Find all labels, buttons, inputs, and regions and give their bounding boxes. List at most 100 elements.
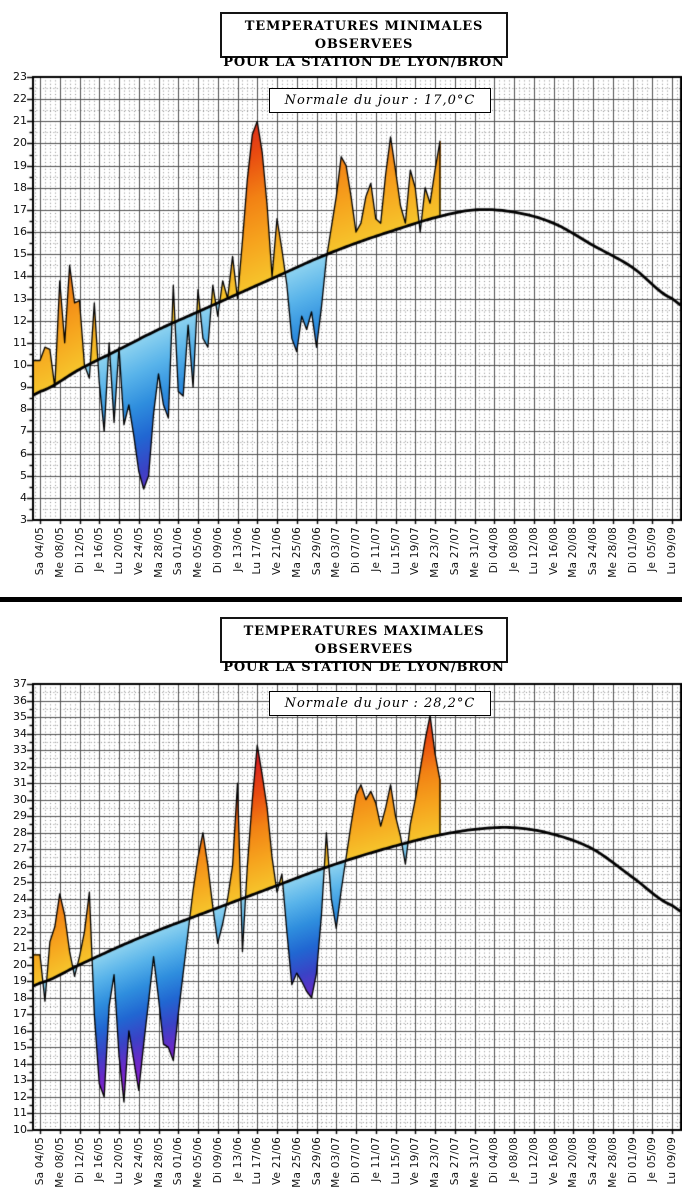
y-axis-tick-label: 20	[13, 136, 27, 150]
y-axis-tick-label: 19	[13, 974, 27, 988]
x-axis-tick-label: Je 16/05	[93, 1137, 106, 1182]
max-chart-subtitle: POUR LA STATION DE LYON/BRON	[223, 660, 505, 675]
y-axis-tick-label: 23	[13, 908, 27, 922]
x-axis-tick-label: Lu 09/09	[666, 527, 678, 575]
x-axis-tick-label: Di 07/07	[350, 1137, 362, 1184]
x-axis-tick-label: Ve 21/06	[271, 1137, 283, 1186]
x-axis-tick-label: Sa 27/07	[448, 1137, 461, 1186]
y-axis-tick-label: 4	[20, 490, 27, 504]
x-axis-tick-label: Di 01/09	[626, 527, 639, 574]
x-axis-tick-label: Ve 21/06	[271, 527, 283, 576]
x-axis-tick-label: Di 01/09	[626, 1137, 639, 1184]
y-axis-tick-label: 27	[13, 842, 27, 856]
y-axis-tick-label: 13	[13, 1073, 27, 1087]
y-axis-tick-label: 21	[13, 941, 27, 955]
x-axis-tick-label: Sa 24/08	[587, 1137, 599, 1186]
y-axis-tick-label: 19	[13, 158, 27, 172]
x-axis-tick-label: Di 04/08	[488, 527, 501, 574]
y-axis-tick-label: 15	[13, 247, 27, 261]
x-axis-tick-label: Lu 20/05	[113, 1137, 125, 1185]
x-axis-tick-label: Sa 01/06	[172, 527, 185, 576]
y-axis-tick-label: 22	[13, 924, 27, 938]
y-axis-tick-label: 20	[13, 957, 27, 971]
x-axis-tick-label: Je 13/06	[231, 527, 244, 572]
y-axis-tick-label: 18	[13, 990, 27, 1004]
x-axis-tick-label: Ve 16/08	[547, 527, 560, 576]
x-axis-tick-label: Lu 12/08	[527, 1137, 540, 1185]
x-axis-tick-label: Lu 20/05	[113, 527, 125, 575]
x-axis-tick-label: Me 28/08	[606, 527, 619, 578]
x-axis-tick-label: Lu 15/07	[389, 527, 402, 575]
x-axis-tick-label: Me 28/08	[606, 1137, 619, 1188]
y-axis-tick-label: 29	[13, 809, 27, 823]
y-axis-tick-label: 35	[13, 710, 27, 724]
y-axis-tick-label: 36	[13, 693, 27, 707]
x-axis-tick-label: Sa 29/06	[310, 1137, 323, 1186]
x-axis-tick-label: Me 08/05	[53, 527, 66, 578]
y-axis-tick-label: 23	[13, 70, 27, 83]
x-axis-tick-label: Ve 24/05	[132, 1137, 145, 1186]
x-axis-tick-label: Je 08/08	[508, 1137, 520, 1182]
y-axis-tick-label: 26	[13, 858, 27, 872]
x-axis-tick-label: Lu 17/06	[251, 1137, 264, 1185]
x-axis-tick-label: Me 31/07	[468, 1137, 481, 1188]
x-axis-tick-label: Je 08/08	[508, 527, 520, 572]
y-axis-tick-label: 7	[20, 424, 27, 438]
y-axis-tick-label: 12	[13, 1089, 27, 1103]
x-axis-tick-label: Sa 01/06	[172, 1137, 185, 1186]
x-axis-tick-label: Je 05/09	[646, 527, 659, 572]
section-divider	[0, 597, 682, 602]
x-axis-tick-label: Di 09/06	[211, 527, 224, 574]
x-axis-tick-label: Me 08/05	[53, 1137, 66, 1188]
y-axis-tick-label: 8	[20, 402, 27, 416]
y-axis-tick-label: 11	[13, 1106, 27, 1120]
x-axis-tick-label: Me 03/07	[330, 1137, 343, 1188]
x-axis-tick-label: Lu 12/08	[527, 527, 540, 575]
x-axis-tick-label: Ma 25/06	[290, 527, 303, 578]
y-axis-tick-label: 37	[13, 677, 27, 690]
y-axis-tick-label: 31	[13, 776, 27, 790]
x-axis-tick-label: Sa 04/05	[34, 1137, 46, 1186]
y-axis-tick-label: 17	[13, 1007, 27, 1021]
max-chart-title-box: TEMPERATURES MAXIMALES OBSERVEES POUR LA…	[220, 617, 508, 675]
x-axis-tick-label: Di 12/05	[73, 527, 86, 574]
x-axis-tick-label: Ve 19/07	[409, 527, 422, 576]
y-axis-tick-label: 14	[13, 269, 27, 283]
y-axis-tick-label: 9	[20, 380, 27, 394]
y-axis-tick-label: 14	[13, 1056, 27, 1070]
y-axis-tick-label: 33	[13, 743, 27, 757]
x-axis-tick-label: Sa 04/05	[34, 527, 46, 576]
min-chart-plot	[25, 71, 682, 527]
x-axis-tick-label: Je 13/06	[231, 1137, 244, 1182]
x-axis-tick-label: Me 31/07	[468, 527, 481, 578]
x-axis-tick-label: Di 09/06	[211, 1137, 224, 1184]
y-axis-tick-label: 21	[13, 114, 27, 128]
x-axis-tick-label: Ma 28/05	[152, 1137, 165, 1188]
y-axis-tick-label: 11	[13, 335, 27, 349]
y-axis-tick-label: 6	[20, 446, 27, 460]
max-chart-plot	[25, 678, 682, 1136]
y-axis-tick-label: 32	[13, 759, 27, 773]
x-axis-tick-label: Je 16/05	[93, 527, 106, 572]
y-axis-tick-label: 34	[13, 726, 27, 740]
x-axis-tick-label: Me 05/06	[192, 1137, 204, 1188]
max-chart-title: TEMPERATURES MAXIMALES OBSERVEES	[243, 624, 485, 657]
x-axis-tick-label: Lu 09/09	[666, 1137, 678, 1185]
x-axis-tick-label: Me 03/07	[330, 527, 343, 578]
x-axis-tick-label: Lu 17/06	[251, 527, 264, 575]
y-axis-tick-label: 25	[13, 875, 27, 889]
y-axis-tick-label: 30	[13, 792, 27, 806]
y-axis-tick-label: 28	[13, 825, 27, 839]
x-axis-tick-label: Sa 24/08	[587, 527, 599, 576]
y-axis-tick-label: 16	[13, 225, 27, 239]
x-axis-tick-label: Ma 28/05	[152, 527, 165, 578]
min-chart-title-box: TEMPERATURES MINIMALES OBSERVEES POUR LA…	[220, 12, 508, 70]
y-axis-tick-label: 13	[13, 291, 27, 305]
min-chart-subtitle: POUR LA STATION DE LYON/BRON	[223, 55, 505, 70]
x-axis-tick-label: Sa 29/06	[310, 527, 323, 576]
y-axis-tick-label: 5	[20, 468, 27, 482]
x-axis-tick-label: Ve 16/08	[547, 1137, 560, 1186]
x-axis-tick-label: Sa 27/07	[448, 527, 461, 576]
y-axis-tick-label: 24	[13, 891, 27, 905]
min-chart-normal-annotation: Normale du jour : 17,0°C	[269, 88, 491, 113]
